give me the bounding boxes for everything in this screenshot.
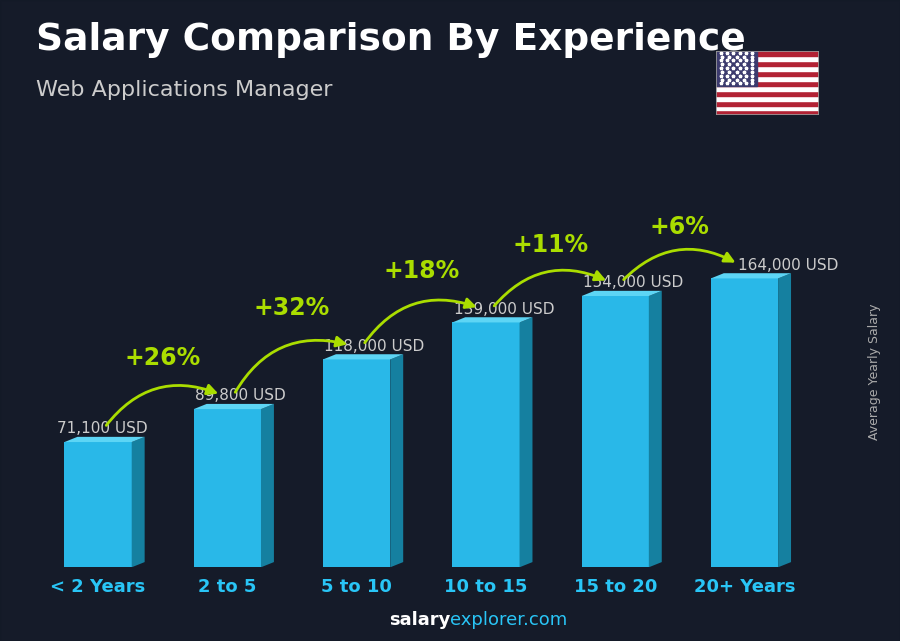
Bar: [716, 110, 819, 115]
Bar: [716, 106, 819, 110]
Bar: [716, 56, 819, 61]
Polygon shape: [65, 442, 131, 567]
Polygon shape: [323, 360, 391, 567]
Bar: [716, 61, 819, 66]
Bar: [716, 66, 819, 71]
Bar: [716, 76, 819, 81]
Text: Salary Comparison By Experience: Salary Comparison By Experience: [36, 22, 746, 58]
Bar: [716, 91, 819, 96]
Polygon shape: [581, 296, 649, 567]
Text: Web Applications Manager: Web Applications Manager: [36, 80, 332, 100]
Text: 164,000 USD: 164,000 USD: [738, 258, 839, 272]
Text: +6%: +6%: [650, 215, 710, 240]
Bar: [716, 96, 819, 101]
Text: 89,800 USD: 89,800 USD: [195, 388, 286, 403]
Bar: [716, 101, 819, 106]
Text: +32%: +32%: [254, 296, 330, 320]
Bar: [716, 51, 819, 56]
Text: 139,000 USD: 139,000 USD: [454, 302, 554, 317]
Polygon shape: [131, 437, 145, 567]
Text: 154,000 USD: 154,000 USD: [583, 275, 683, 290]
Bar: [716, 71, 819, 76]
Text: +11%: +11%: [512, 233, 589, 257]
Polygon shape: [519, 317, 533, 567]
Polygon shape: [778, 273, 791, 567]
Polygon shape: [711, 273, 791, 278]
Text: 71,100 USD: 71,100 USD: [57, 421, 148, 437]
Text: 118,000 USD: 118,000 USD: [324, 338, 425, 354]
Polygon shape: [194, 404, 274, 409]
Bar: [716, 81, 819, 86]
Polygon shape: [194, 409, 261, 567]
Polygon shape: [581, 291, 662, 296]
Text: salary: salary: [389, 612, 450, 629]
Text: +18%: +18%: [383, 260, 459, 283]
Bar: [716, 51, 757, 86]
Polygon shape: [649, 291, 662, 567]
Polygon shape: [711, 278, 778, 567]
Polygon shape: [261, 404, 274, 567]
Polygon shape: [323, 354, 403, 360]
Bar: [716, 86, 819, 91]
Text: Average Yearly Salary: Average Yearly Salary: [868, 304, 881, 440]
Polygon shape: [453, 322, 519, 567]
Text: +26%: +26%: [124, 346, 201, 370]
Polygon shape: [453, 317, 533, 322]
Polygon shape: [391, 354, 403, 567]
Text: explorer.com: explorer.com: [450, 612, 567, 629]
Polygon shape: [65, 437, 145, 442]
